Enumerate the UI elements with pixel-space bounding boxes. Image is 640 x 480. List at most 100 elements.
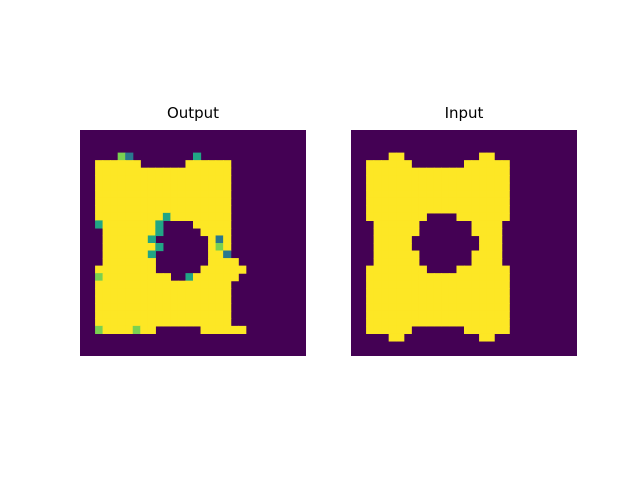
- heatmap-cell: [448, 167, 458, 176]
- heatmap-cell: [418, 212, 427, 221]
- heatmap-cell: [193, 318, 202, 327]
- heatmap-cell: [102, 310, 111, 319]
- heatmap-cell: [155, 197, 164, 206]
- heatmap-cell: [381, 288, 390, 297]
- heatmap-cell: [147, 325, 156, 334]
- heatmap-cell: [403, 280, 412, 289]
- heatmap-cell: [486, 212, 495, 221]
- heatmap-cell: [95, 310, 104, 319]
- heatmap-cell: [117, 295, 126, 304]
- heatmap-cell: [486, 325, 495, 334]
- heatmap-cell: [411, 310, 420, 319]
- heatmap-cell: [479, 265, 488, 274]
- heatmap-cell: [215, 160, 224, 169]
- heatmap-cell: [155, 220, 164, 229]
- heatmap-cell: [373, 295, 382, 304]
- heatmap-cell: [403, 167, 412, 176]
- heatmap-cell: [373, 205, 382, 214]
- heatmap-cell: [479, 175, 488, 184]
- heatmap-cell: [170, 175, 179, 184]
- heatmap-cell: [117, 265, 126, 274]
- heatmap-cell: [501, 310, 510, 319]
- heatmap-cell: [373, 265, 382, 274]
- heatmap-cell: [110, 243, 119, 252]
- heatmap-cell: [110, 220, 119, 229]
- heatmap-cell: [464, 288, 473, 297]
- heatmap-cell: [448, 318, 458, 327]
- heatmap-cell: [388, 160, 397, 169]
- heatmap-cell: [494, 310, 503, 319]
- heatmap-cell: [117, 197, 126, 206]
- heatmap-cell: [388, 197, 397, 206]
- heatmap-cell: [486, 227, 495, 237]
- heatmap-cell: [140, 318, 149, 327]
- heatmap-cell: [132, 175, 141, 184]
- heatmap-cell: [215, 175, 224, 184]
- heatmap-cell: [494, 190, 503, 199]
- heatmap-cell: [193, 175, 202, 184]
- heatmap-cell: [132, 243, 141, 252]
- heatmap-cell: [117, 175, 126, 184]
- heatmap-cell: [403, 227, 412, 237]
- heatmap-cell: [494, 250, 503, 259]
- heatmap-cell: [147, 258, 156, 267]
- heatmap-cell: [388, 152, 397, 161]
- heatmap-cell: [441, 295, 450, 304]
- heatmap-cell: [177, 303, 187, 312]
- heatmap-cell: [464, 197, 473, 206]
- heatmap-cell: [117, 220, 126, 229]
- heatmap-cell: [471, 160, 480, 169]
- heatmap-cell: [373, 167, 382, 176]
- heatmap-cell: [411, 250, 420, 259]
- heatmap-cell: [486, 190, 495, 199]
- heatmap-cell: [132, 197, 141, 206]
- heatmap-cell: [403, 197, 412, 206]
- heatmap-cell: [471, 295, 480, 304]
- heatmap-cell: [223, 167, 232, 176]
- heatmap-cell: [185, 160, 194, 169]
- heatmap-cell: [223, 220, 232, 229]
- heatmap-cell: [411, 182, 420, 191]
- heatmap-cell: [177, 288, 187, 297]
- heatmap-cell: [162, 280, 171, 289]
- heatmap-cell: [200, 325, 209, 334]
- heatmap-cell: [373, 212, 382, 221]
- heatmap-cell: [479, 258, 488, 267]
- heatmap-cell: [418, 175, 427, 184]
- heatmap-cell: [102, 273, 111, 282]
- heatmap-cell: [433, 273, 442, 282]
- heatmap-cell: [441, 197, 450, 206]
- heatmap-cell: [170, 167, 179, 176]
- heatmap-cell: [501, 182, 510, 191]
- heatmap-cell: [132, 288, 141, 297]
- heatmap-cell: [162, 182, 171, 191]
- heatmap-cell: [494, 220, 503, 229]
- heatmap-cell: [479, 288, 488, 297]
- heatmap-cell: [501, 167, 510, 176]
- heatmap-cell: [373, 160, 382, 169]
- heatmap-cell: [200, 295, 209, 304]
- heatmap-cell: [110, 160, 119, 169]
- heatmap-cell: [110, 265, 119, 274]
- heatmap-cell: [441, 288, 450, 297]
- heatmap-cell: [95, 197, 104, 206]
- heatmap-cell: [479, 310, 488, 319]
- heatmap-cell: [208, 212, 217, 221]
- heatmap-cell: [215, 167, 224, 176]
- heatmap-cell: [200, 167, 209, 176]
- heatmap-cell: [215, 310, 224, 319]
- heatmap-cell: [433, 310, 442, 319]
- heatmap-cell: [140, 310, 149, 319]
- heatmap-cell: [132, 318, 141, 327]
- heatmap-cell: [208, 190, 217, 199]
- heatmap-cell: [185, 288, 194, 297]
- heatmap-cell: [426, 182, 435, 191]
- heatmap-cell: [140, 227, 149, 237]
- input-heatmap: [351, 130, 577, 356]
- heatmap-cell: [132, 167, 141, 176]
- heatmap-cell: [147, 227, 156, 237]
- heatmap-cell: [117, 303, 126, 312]
- heatmap-cell: [215, 190, 224, 199]
- heatmap-cell: [388, 333, 397, 342]
- heatmap-cell: [223, 325, 232, 334]
